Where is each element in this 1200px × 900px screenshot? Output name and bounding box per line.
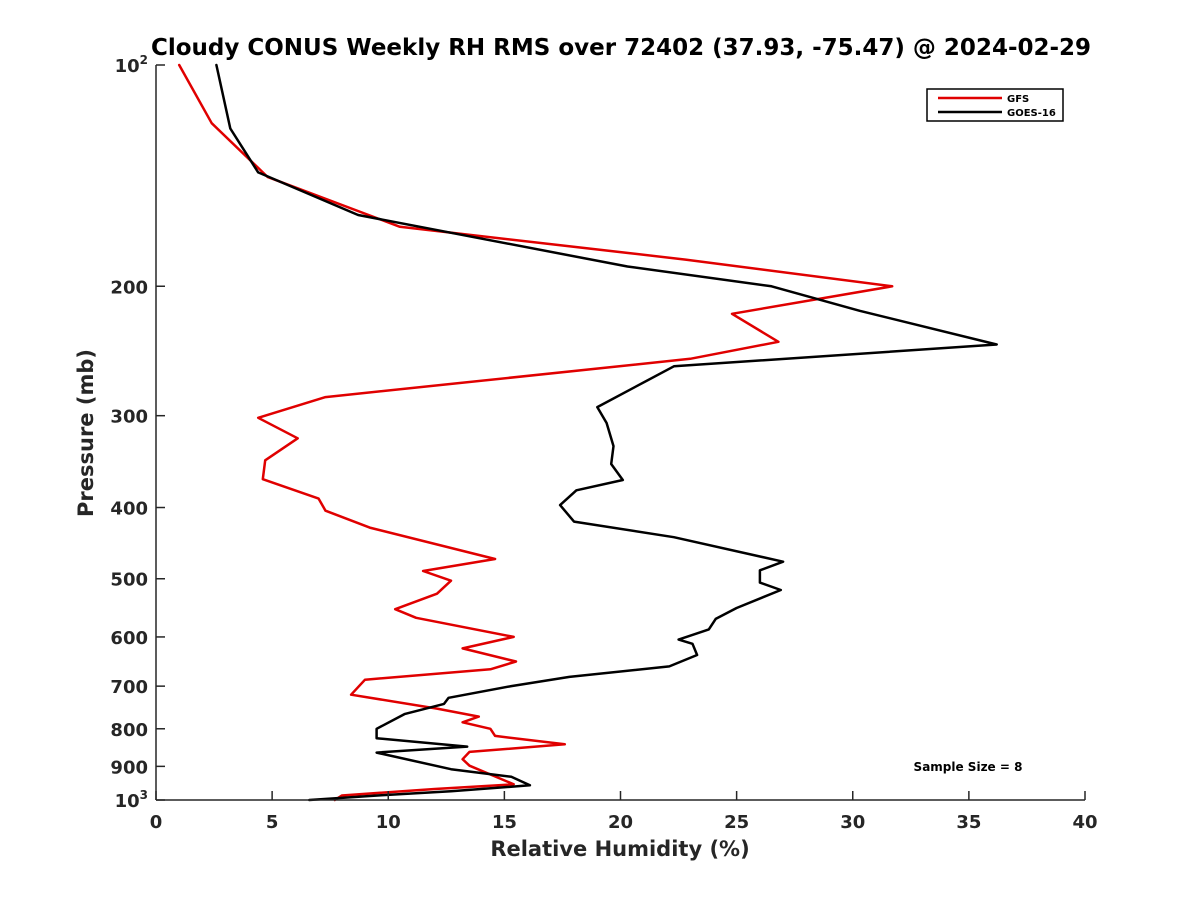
x-tick-label: 35 [956,812,981,833]
y-tick-label: 800 [110,720,148,741]
x-tick-label: 10 [376,812,401,833]
x-tick-label: 15 [492,812,517,833]
legend-label-gfs: GFS [1007,94,1029,105]
x-tick-label: 20 [608,812,633,833]
y-tick-label: 300 [110,407,148,428]
legend-label-goes-16: GOES-16 [1007,108,1056,119]
x-tick-label: 25 [724,812,749,833]
y-tick-label: 103 [115,788,148,812]
axes-layer: 0 5 10 15 20 25 30 35 40 102 200 300 400 500 600 700 800… [110,53,1097,833]
y-tick-label: 102 [115,53,148,77]
x-tick-label: 30 [840,812,865,833]
x-tick-label: 0 [150,812,163,833]
sample-size-annotation: Sample Size = 8 [914,760,1023,774]
y-tick-label: 700 [110,677,148,698]
legend: GFS GOES-16 [926,88,1064,122]
x-tick-label: 5 [266,812,279,833]
legend-box [926,88,1064,122]
x-tick-label: 40 [1072,812,1097,833]
y-axis-label: Pressure (mb) [74,349,98,517]
series-layer [177,63,998,802]
y-tick-label: 900 [110,757,148,778]
series-line-goes-16 [215,63,998,802]
y-tick-label: 500 [110,570,148,591]
chart-title: Cloudy CONUS Weekly RH RMS over 72402 (3… [151,35,1091,61]
x-axis-label: Relative Humidity (%) [490,837,749,861]
y-tick-label: 600 [110,628,148,649]
y-tick-label: 400 [110,499,148,520]
series-line-gfs [177,63,894,802]
y-tick-label: 200 [110,277,148,298]
